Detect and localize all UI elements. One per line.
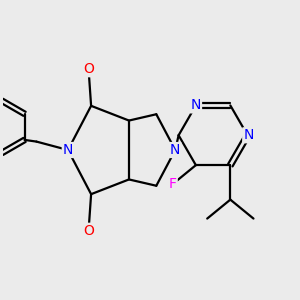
Text: N: N: [63, 143, 73, 157]
Text: F: F: [169, 177, 177, 191]
Text: N: N: [243, 128, 254, 142]
Text: O: O: [84, 224, 94, 238]
Text: N: N: [191, 98, 201, 112]
Text: N: N: [170, 143, 180, 157]
Text: O: O: [84, 62, 94, 76]
